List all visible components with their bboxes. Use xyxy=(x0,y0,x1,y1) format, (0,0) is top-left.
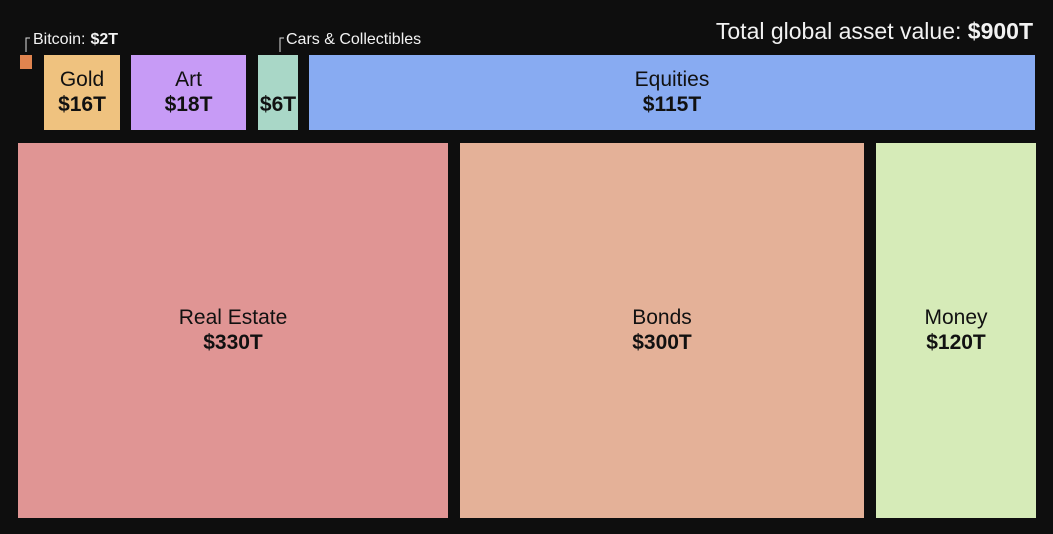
tile-name: Cars & Collectibles xyxy=(286,31,421,48)
callout xyxy=(25,37,30,52)
tile-name: Real Estate xyxy=(179,306,288,329)
tile-label: Bitcoin: $2T xyxy=(33,31,118,48)
tile xyxy=(20,55,32,69)
chart-title: Total global asset value: $900T xyxy=(716,18,1033,44)
tile-name: Bitcoin: xyxy=(33,31,85,48)
tile-name: Gold xyxy=(60,68,104,91)
tile-name: Equities xyxy=(635,68,710,91)
tile-value: $120T xyxy=(926,331,986,354)
tile xyxy=(18,143,448,518)
tile-value: $2T xyxy=(90,31,118,48)
tile xyxy=(258,55,298,130)
tile xyxy=(309,55,1035,130)
total-label: $900T xyxy=(968,18,1033,44)
tile xyxy=(44,55,120,130)
tile xyxy=(876,143,1036,518)
tile-value: $330T xyxy=(203,331,263,354)
tile-value: $18T xyxy=(165,93,213,116)
title-text: Total global asset value: xyxy=(716,18,962,44)
tile xyxy=(131,55,246,130)
tile-name: Art xyxy=(175,68,202,91)
tile-value: $16T xyxy=(58,93,106,116)
tile-value: $115T xyxy=(643,93,702,116)
tile-value: $300T xyxy=(632,331,692,354)
tile-name: Bonds xyxy=(632,306,692,329)
callout xyxy=(279,37,284,52)
tile-name: Money xyxy=(924,306,988,329)
tile xyxy=(460,143,864,518)
tile-value: $6T xyxy=(260,93,296,116)
